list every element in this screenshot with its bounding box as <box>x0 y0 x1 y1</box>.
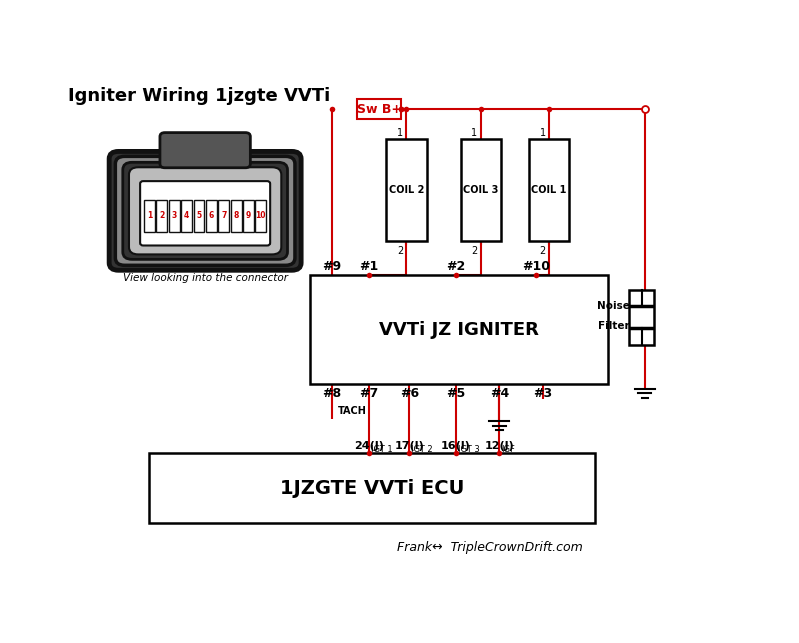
Bar <box>529 139 569 240</box>
Text: 2: 2 <box>397 246 403 257</box>
FancyBboxPatch shape <box>123 162 288 259</box>
Text: #2: #2 <box>447 260 466 273</box>
Bar <box>218 200 229 232</box>
FancyBboxPatch shape <box>140 181 270 246</box>
Text: 1: 1 <box>539 128 546 138</box>
Text: 7: 7 <box>221 212 226 221</box>
Text: 12(J): 12(J) <box>484 440 514 451</box>
Text: 3: 3 <box>172 212 177 221</box>
Text: 1: 1 <box>471 128 478 138</box>
Text: 1JZGTE VVTi ECU: 1JZGTE VVTi ECU <box>280 478 464 498</box>
Text: IGT 1: IGT 1 <box>371 445 393 454</box>
Text: COIL 1: COIL 1 <box>531 185 566 195</box>
Bar <box>460 139 501 240</box>
Text: 2: 2 <box>159 212 165 221</box>
Text: #3: #3 <box>533 386 552 399</box>
FancyBboxPatch shape <box>160 132 250 168</box>
Bar <box>311 275 608 384</box>
Text: #6: #6 <box>400 386 419 399</box>
Text: #4: #4 <box>490 386 509 399</box>
Text: View looking into the connector: View looking into the connector <box>122 273 288 283</box>
Text: #10: #10 <box>523 260 551 273</box>
Text: IGT 2: IGT 2 <box>411 445 433 454</box>
Text: Igniter Wiring 1jzgte VVTi: Igniter Wiring 1jzgte VVTi <box>68 87 330 105</box>
Bar <box>206 200 217 232</box>
Text: COIL 3: COIL 3 <box>463 185 499 195</box>
Bar <box>386 139 427 240</box>
Text: #8: #8 <box>323 386 342 399</box>
Text: 1: 1 <box>397 128 403 138</box>
Text: 4: 4 <box>184 212 189 221</box>
FancyBboxPatch shape <box>109 152 301 270</box>
Text: 17(I): 17(I) <box>395 440 424 451</box>
Text: 5: 5 <box>197 212 201 221</box>
Text: Frank↔  TripleCrownDrift.com: Frank↔ TripleCrownDrift.com <box>397 541 583 554</box>
Text: IGF: IGF <box>501 445 515 454</box>
Bar <box>149 453 595 523</box>
Bar <box>157 200 167 232</box>
Text: 24(J): 24(J) <box>354 440 384 451</box>
Bar <box>193 200 205 232</box>
Text: 8: 8 <box>233 212 239 221</box>
Text: 10: 10 <box>256 212 266 221</box>
Text: VVTi JZ IGNITER: VVTi JZ IGNITER <box>379 321 539 339</box>
Text: #9: #9 <box>323 260 342 273</box>
Bar <box>144 200 155 232</box>
Text: COIL 2: COIL 2 <box>388 185 424 195</box>
Bar <box>231 200 241 232</box>
Text: 2: 2 <box>539 246 546 257</box>
Text: TACH: TACH <box>338 406 368 417</box>
Bar <box>181 200 192 232</box>
Text: 16(I): 16(I) <box>441 440 471 451</box>
Text: Filter: Filter <box>598 322 630 331</box>
Bar <box>243 200 254 232</box>
Bar <box>630 290 654 345</box>
Text: Noise: Noise <box>598 302 630 311</box>
Bar <box>169 200 180 232</box>
Text: 1: 1 <box>147 212 152 221</box>
Bar <box>256 200 266 232</box>
Text: #1: #1 <box>360 260 379 273</box>
Text: #7: #7 <box>360 386 379 399</box>
Text: 6: 6 <box>209 212 214 221</box>
Text: #5: #5 <box>447 386 466 399</box>
Text: Sw B+: Sw B+ <box>356 103 402 116</box>
Text: IGT 3: IGT 3 <box>458 445 479 454</box>
Bar <box>357 100 401 119</box>
FancyBboxPatch shape <box>129 167 281 255</box>
Text: 9: 9 <box>246 212 251 221</box>
Text: 2: 2 <box>471 246 478 257</box>
FancyBboxPatch shape <box>115 156 295 266</box>
